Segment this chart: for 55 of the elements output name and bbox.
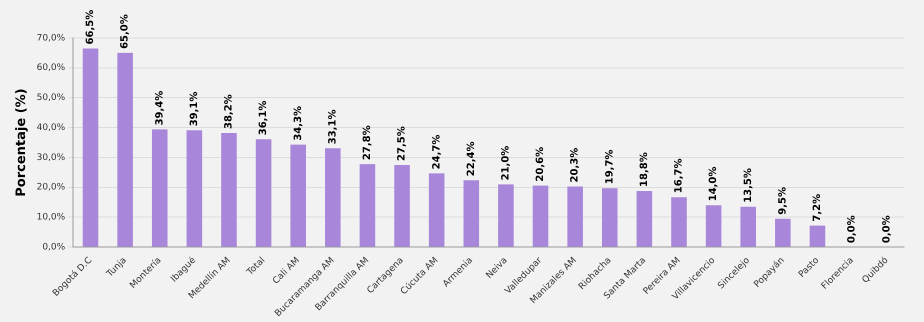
bar — [186, 130, 202, 247]
y-tick-label: 10,0% — [36, 212, 66, 223]
bar — [671, 197, 687, 247]
data-label: 9,5% — [777, 186, 788, 215]
bar — [810, 226, 826, 247]
bar — [740, 206, 756, 247]
data-label: 0,0% — [881, 215, 892, 244]
bar — [464, 180, 480, 247]
bar — [152, 129, 168, 247]
bar — [360, 164, 376, 247]
y-tick-label: 30,0% — [36, 152, 66, 163]
bar — [221, 132, 237, 247]
data-label: 36,1% — [258, 100, 270, 136]
data-label: 27,5% — [396, 126, 408, 161]
y-axis-title: Porcentaje (%) — [14, 88, 30, 197]
data-label: 38,2% — [224, 94, 235, 129]
bar — [117, 52, 133, 247]
bar — [498, 184, 514, 247]
bar — [706, 205, 722, 247]
y-tick-label: 50,0% — [36, 93, 66, 104]
data-label: 33,1% — [327, 110, 338, 144]
data-label: 13,5% — [742, 168, 754, 203]
bar — [325, 148, 341, 247]
data-label: 20,3% — [570, 148, 581, 182]
data-label: 14,0% — [708, 166, 720, 202]
y-tick-label: 60,0% — [36, 63, 66, 74]
y-tick-label: 70,0% — [36, 33, 66, 44]
y-tick-label: 20,0% — [36, 182, 66, 193]
data-label: 66,5% — [85, 10, 96, 44]
data-label: 24,7% — [431, 134, 442, 170]
data-label: 39,4% — [154, 90, 166, 126]
data-label: 39,1% — [188, 92, 200, 126]
data-label: 65,0% — [120, 14, 131, 49]
data-label: 20,6% — [535, 146, 546, 182]
data-label: 19,7% — [604, 150, 616, 184]
bar — [567, 186, 583, 247]
bar — [82, 48, 98, 247]
data-label: 34,3% — [292, 106, 304, 141]
bar — [775, 218, 791, 247]
data-label: 7,2% — [812, 194, 824, 222]
y-tick-label: 40,0% — [36, 122, 66, 133]
bar — [532, 186, 548, 247]
data-label: 18,8% — [638, 152, 650, 187]
data-label: 21,0% — [500, 146, 512, 180]
bar — [636, 190, 652, 247]
data-label: 0,0% — [846, 215, 858, 244]
bar — [602, 188, 618, 247]
data-label: 16,7% — [674, 158, 685, 194]
y-tick-label: 0,0% — [42, 242, 66, 252]
bar — [428, 173, 444, 247]
bar — [290, 144, 306, 247]
data-label: 27,8% — [362, 125, 374, 160]
bar — [256, 139, 272, 247]
data-label: 22,4% — [466, 141, 477, 176]
bar — [394, 164, 410, 247]
